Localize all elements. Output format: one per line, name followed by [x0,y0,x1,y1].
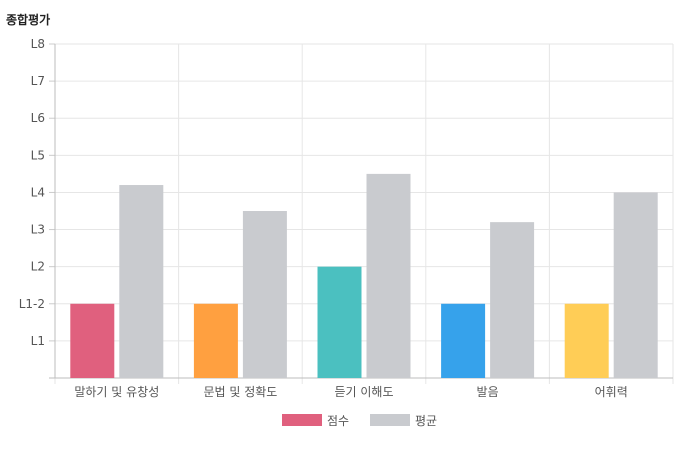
x-tick-label: 발음 [477,385,499,399]
bar-score [70,303,115,378]
y-tick-label: L2 [31,260,45,274]
y-tick-label: L6 [31,111,45,125]
bar-average [490,222,535,378]
x-tick-label: 듣기 이해도 [334,385,393,399]
bar-score [317,266,362,378]
bar-score [441,303,486,378]
y-tick-label: L4 [31,185,45,199]
legend-label: 점수 [327,414,349,428]
bar-average [366,173,411,378]
y-tick-label: L7 [31,74,45,88]
y-tick-label: L8 [31,37,45,51]
legend-swatch [370,414,410,426]
x-tick-label: 어휘력 [595,385,628,399]
bar-average [119,185,164,378]
bar-score [564,303,609,378]
x-tick-label: 말하기 및 유창성 [74,385,159,399]
x-tick-label: 문법 및 정확도 [203,385,277,399]
bar-average [242,211,287,378]
y-tick-label: L5 [31,148,45,162]
bar-average [613,192,658,378]
y-tick-label: L1 [31,334,45,348]
legend-label: 평균 [415,414,437,428]
bar-score [193,303,238,378]
y-tick-label: L1-2 [19,297,45,311]
y-tick-label: L3 [31,223,45,237]
chart-title: 종합평가 [6,13,51,27]
legend-swatch [282,414,322,426]
